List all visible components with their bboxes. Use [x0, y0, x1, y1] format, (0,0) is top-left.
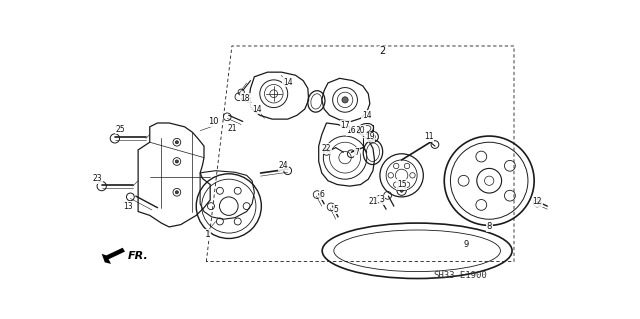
Text: 12: 12 — [532, 197, 542, 206]
Text: 10: 10 — [208, 117, 218, 126]
Text: 9: 9 — [463, 240, 468, 249]
Text: SH33-E1900: SH33-E1900 — [433, 271, 486, 280]
Text: 4: 4 — [246, 97, 252, 106]
Text: 21: 21 — [368, 197, 378, 206]
Text: 15: 15 — [397, 180, 406, 189]
Text: 19: 19 — [365, 132, 374, 141]
Text: 17: 17 — [340, 121, 350, 130]
Text: 2: 2 — [379, 46, 385, 56]
Text: FR.: FR. — [128, 251, 149, 261]
Text: 13: 13 — [124, 202, 133, 211]
Text: 1: 1 — [205, 230, 211, 239]
Text: 14: 14 — [252, 105, 262, 114]
Text: 25: 25 — [115, 125, 125, 134]
Circle shape — [175, 141, 179, 144]
Circle shape — [342, 97, 348, 103]
Circle shape — [175, 191, 179, 194]
Text: 7: 7 — [354, 148, 359, 157]
Text: 18: 18 — [241, 94, 250, 103]
Text: 16: 16 — [346, 126, 356, 135]
Text: 22: 22 — [322, 144, 332, 153]
Text: 8: 8 — [486, 222, 492, 231]
Text: 23: 23 — [92, 174, 102, 183]
Text: 6: 6 — [319, 190, 324, 199]
Text: 5: 5 — [333, 205, 338, 214]
Text: 14: 14 — [362, 111, 372, 120]
Text: 3: 3 — [380, 196, 385, 204]
Text: 14: 14 — [283, 78, 292, 87]
Text: 11: 11 — [424, 132, 433, 141]
Polygon shape — [102, 248, 125, 264]
Text: 20: 20 — [356, 126, 365, 135]
Circle shape — [175, 160, 179, 163]
Text: 21: 21 — [228, 124, 237, 133]
Text: 24: 24 — [278, 161, 288, 170]
Circle shape — [400, 189, 403, 192]
